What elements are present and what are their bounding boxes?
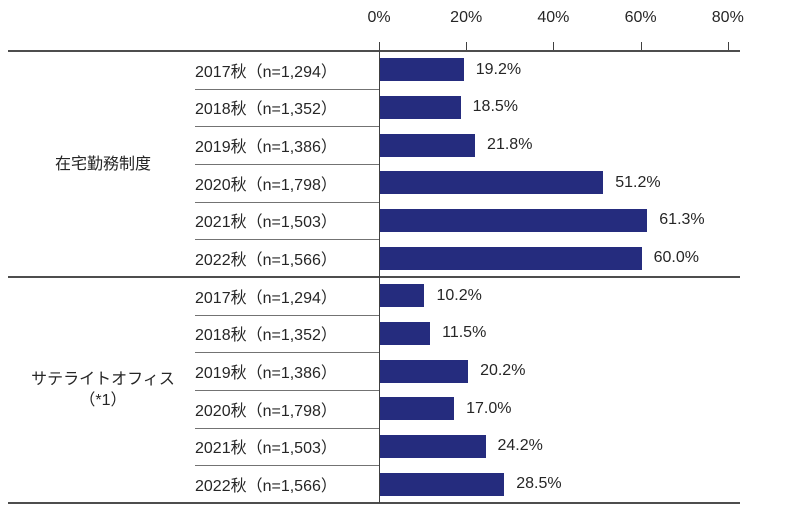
row-separator-line (195, 164, 379, 165)
bar-value-label: 19.2% (475, 60, 522, 78)
bar (380, 58, 464, 82)
bar-value-label: 28.5% (516, 475, 562, 493)
bar-value-label: 18.5% (472, 98, 519, 116)
x-axis-tick-mark (727, 42, 729, 51)
group-label-line: 在宅勤務制度 (54, 155, 151, 173)
x-axis-tick-label: 40% (537, 9, 570, 26)
row-separator-line (195, 201, 379, 203)
row-label: 2019秋（n=1,386） (195, 139, 337, 157)
row-label: 2021秋（n=1,503） (195, 214, 337, 232)
bar (380, 284, 425, 308)
row-separator-line (195, 352, 379, 354)
row-separator-line (195, 427, 379, 429)
bar-value-label: 21.8% (487, 136, 533, 154)
row-label: 2021秋（n=1,503） (195, 440, 337, 458)
bar-value-label: 61.3% (659, 211, 705, 229)
bar-value-label: 10.2% (436, 286, 482, 304)
bar (380, 397, 455, 421)
bar-value-label: 20.2% (480, 362, 526, 380)
bar-value-label: 17.0% (466, 399, 512, 417)
chart-top-rule (8, 50, 740, 52)
group-label: サテライトオフィス （*1） (0, 369, 206, 411)
x-axis-tick-mark (640, 42, 642, 51)
bar-value-label: 51.2% (615, 173, 661, 191)
bar (380, 359, 469, 383)
x-axis-tick-mark (466, 42, 468, 51)
row-label: 2020秋（n=1,798） (195, 402, 337, 420)
bar (380, 322, 431, 345)
row-label: 2019秋（n=1,386） (195, 365, 337, 383)
row-separator-line (195, 314, 379, 316)
y-axis-line (379, 42, 380, 503)
row-separator-line (195, 390, 379, 391)
x-axis-tick-mark (553, 42, 555, 51)
row-label: 2017秋（n=1,294） (195, 289, 337, 307)
x-axis-tick-label: 20% (450, 9, 483, 26)
bar (380, 96, 461, 119)
row-label: 2018秋（n=1,352） (195, 101, 337, 119)
x-axis-tick-label: 60% (624, 9, 657, 26)
bar (380, 435, 486, 458)
bar (380, 133, 476, 157)
group-label: 在宅勤務制度 (0, 154, 206, 175)
x-axis-tick-label: 0% (367, 9, 391, 26)
row-label: 2022秋（n=1,566） (195, 478, 337, 496)
row-label: 2017秋（n=1,294） (195, 63, 337, 81)
bar (380, 472, 505, 496)
bar (380, 209, 648, 232)
group-divider-rule (8, 276, 740, 278)
group-label-line: （*1） (79, 392, 127, 409)
bar (380, 171, 604, 195)
x-axis-tick-label: 80% (711, 9, 744, 26)
row-separator-line (195, 88, 379, 90)
bar (380, 246, 642, 270)
group-label-line: サテライトオフィス (31, 371, 175, 388)
row-label: 2018秋（n=1,352） (195, 327, 337, 345)
row-separator-line (195, 239, 379, 241)
chart-bottom-rule (8, 502, 740, 504)
bar-value-label: 24.2% (497, 437, 543, 455)
bar-value-label: 60.0% (653, 249, 699, 267)
row-separator-line (195, 465, 379, 467)
row-label: 2022秋（n=1,566） (195, 252, 337, 270)
bar-value-label: 11.5% (442, 324, 487, 342)
row-label: 2020秋（n=1,798） (195, 176, 337, 194)
row-separator-line (195, 126, 379, 128)
